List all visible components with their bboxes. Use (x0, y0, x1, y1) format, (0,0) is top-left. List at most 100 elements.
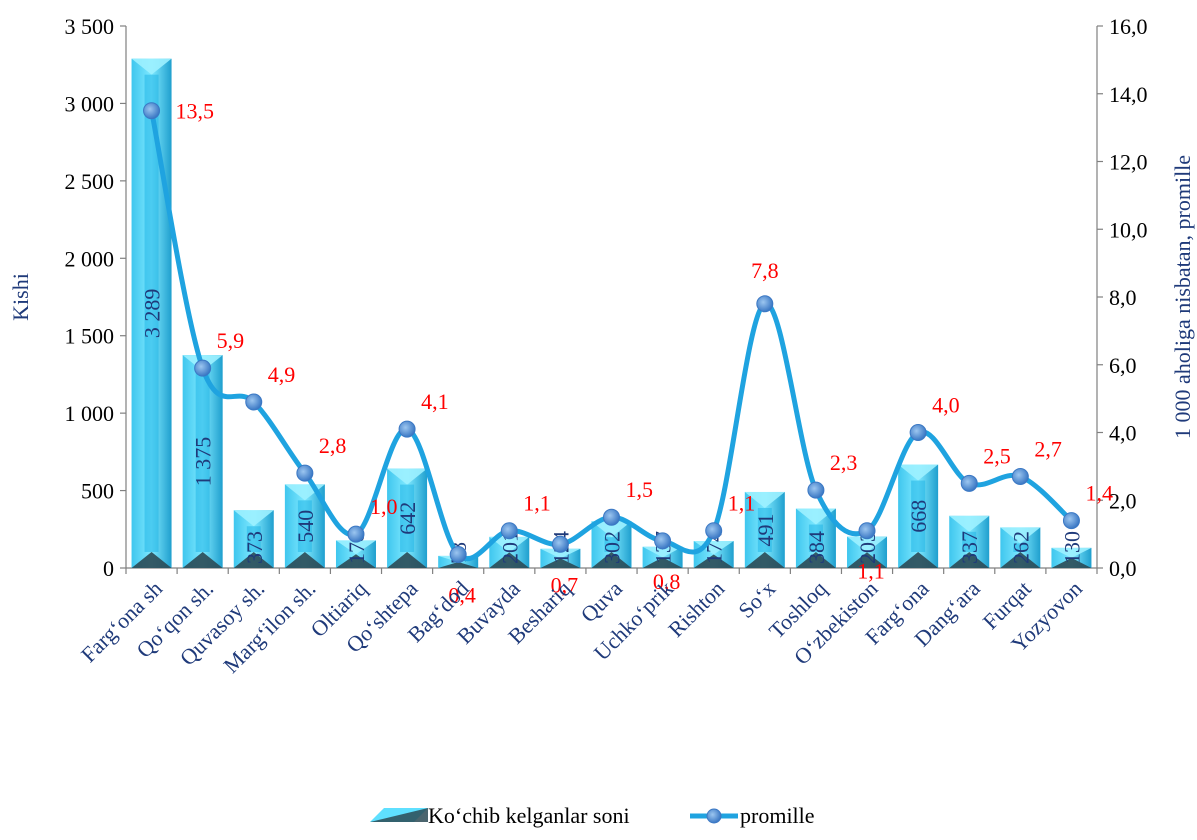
promille-marker (296, 464, 314, 482)
bar-bottom-facet (182, 552, 223, 568)
promille-marker (909, 424, 927, 441)
promille-value-label: 1,4 (1085, 481, 1113, 506)
bar-bottom-facet (898, 552, 939, 568)
bar-value-label: 384 (804, 531, 829, 564)
promille-marker (347, 525, 365, 543)
legend-bar-label: Ko‘chib kelganlar soni (428, 803, 630, 828)
bar-bottom-facet (1051, 557, 1092, 568)
bar (233, 510, 274, 568)
promille-marker (500, 522, 518, 540)
promille-value-label: 1,0 (370, 494, 398, 519)
y-tick-label: 3 000 (65, 91, 115, 116)
bar-top-facet (540, 548, 581, 559)
bar-center-band (962, 531, 977, 552)
bar-bottom-facet (949, 552, 990, 568)
bar-center-band (195, 371, 210, 552)
bar (744, 491, 785, 568)
bar-top-facet (131, 58, 172, 75)
bar-value-label: 642 (395, 502, 420, 535)
bar-bottom-facet (693, 554, 734, 568)
y2-tick-label: 14,0 (1109, 82, 1148, 107)
bar-center-band (246, 526, 261, 552)
bar-bottom-facet (489, 552, 530, 568)
promille-marker (449, 545, 467, 563)
y2-tick-label: 12,0 (1109, 150, 1148, 175)
bar (387, 468, 428, 568)
bar (489, 536, 530, 568)
bar-top-facet (847, 536, 888, 553)
promille-value-label: 0,4 (448, 582, 476, 607)
promille-value-label: 2,3 (830, 450, 858, 475)
promille-value-label: 1,1 (523, 491, 551, 516)
promille-value-label: 0,7 (551, 572, 579, 597)
bar-bottom-facet (335, 554, 376, 568)
promille-value-label: 2,8 (319, 433, 347, 458)
legend: Ko‘chib kelganlar soni promille (370, 803, 815, 828)
bar (540, 548, 581, 568)
promille-value-label: 4,9 (268, 362, 296, 387)
promille-marker (756, 295, 774, 313)
y2-tick-label: 10,0 (1109, 217, 1148, 242)
y2-tick-label: 2,0 (1109, 488, 1137, 513)
promille-marker (1011, 468, 1029, 486)
promille-value-label: 13,5 (176, 99, 215, 124)
bar-value-label: 262 (1008, 531, 1033, 564)
bar-top-facet (591, 521, 632, 538)
bar-center-band (400, 484, 415, 552)
bar-top-facet (489, 536, 530, 553)
plot-area: 0 500 1 000 1 500 2 000 2 500 3 000 3 500 0,0 2,… (65, 14, 1148, 678)
bar-top-facet (1000, 527, 1041, 544)
promille-markers (143, 102, 1080, 563)
bar (335, 540, 376, 568)
bar-value-label: 1 375 (191, 437, 216, 487)
promille-value-label: 1,1 (728, 491, 756, 516)
y-tick-label: 1 000 (65, 401, 115, 426)
y2-tick-label: 4,0 (1109, 421, 1137, 446)
promille-marker (398, 420, 416, 438)
bar-top-facet (898, 464, 939, 481)
promille-value-label: 1,5 (626, 477, 654, 502)
promille-marker (1062, 512, 1080, 530)
bar-value-label: 302 (600, 531, 625, 564)
bar (1000, 527, 1041, 568)
bar-center-band (1013, 543, 1028, 552)
bar-bottom-facet (284, 552, 325, 568)
bar-series (131, 58, 1092, 568)
y-tick-label: 0 (103, 556, 114, 581)
bar-value-label: 540 (293, 510, 318, 543)
promille-value-label: 0,8 (653, 569, 681, 594)
bar-bottom-facet (795, 552, 836, 568)
bar-bottom-facet (438, 561, 479, 568)
promille-value-label: 7,8 (751, 258, 779, 283)
legend-marker-swatch (706, 808, 722, 824)
promille-value-label: 4,1 (421, 389, 449, 414)
bar-center-band (911, 480, 926, 552)
y-tick-label: 3 500 (65, 14, 115, 39)
promille-marker (858, 522, 876, 540)
left-axis-ticks: 0 500 1 000 1 500 2 000 2 500 3 000 3 500 (65, 14, 126, 581)
bar-bottom-facet (847, 552, 888, 568)
bar-value-label: 373 (242, 531, 267, 564)
bar-bottom-facet (642, 557, 683, 568)
bar-value-label: 668 (906, 500, 931, 533)
legend-bar-swatch (370, 808, 428, 822)
right-axis-ticks: 0,0 2,0 4,0 6,0 8,0 10,0 12,0 14,0 16,0 (1097, 14, 1148, 581)
bar (642, 546, 683, 568)
bar-top-facet (387, 468, 428, 485)
promille-marker (807, 481, 825, 499)
bar (591, 521, 632, 568)
bar-top-facet (335, 540, 376, 555)
bar-bottom-facet (1000, 552, 1041, 568)
bar-bottom-facet (591, 552, 632, 568)
bar (1051, 547, 1092, 568)
y-tick-label: 2 000 (65, 246, 115, 271)
bar-center-band (808, 524, 823, 552)
bar (898, 464, 939, 568)
bar (847, 536, 888, 568)
bar-top-facet (1051, 547, 1092, 558)
promille-marker (194, 359, 212, 377)
promille-value-label: 5,9 (217, 328, 245, 353)
bar-center-band (757, 507, 772, 552)
